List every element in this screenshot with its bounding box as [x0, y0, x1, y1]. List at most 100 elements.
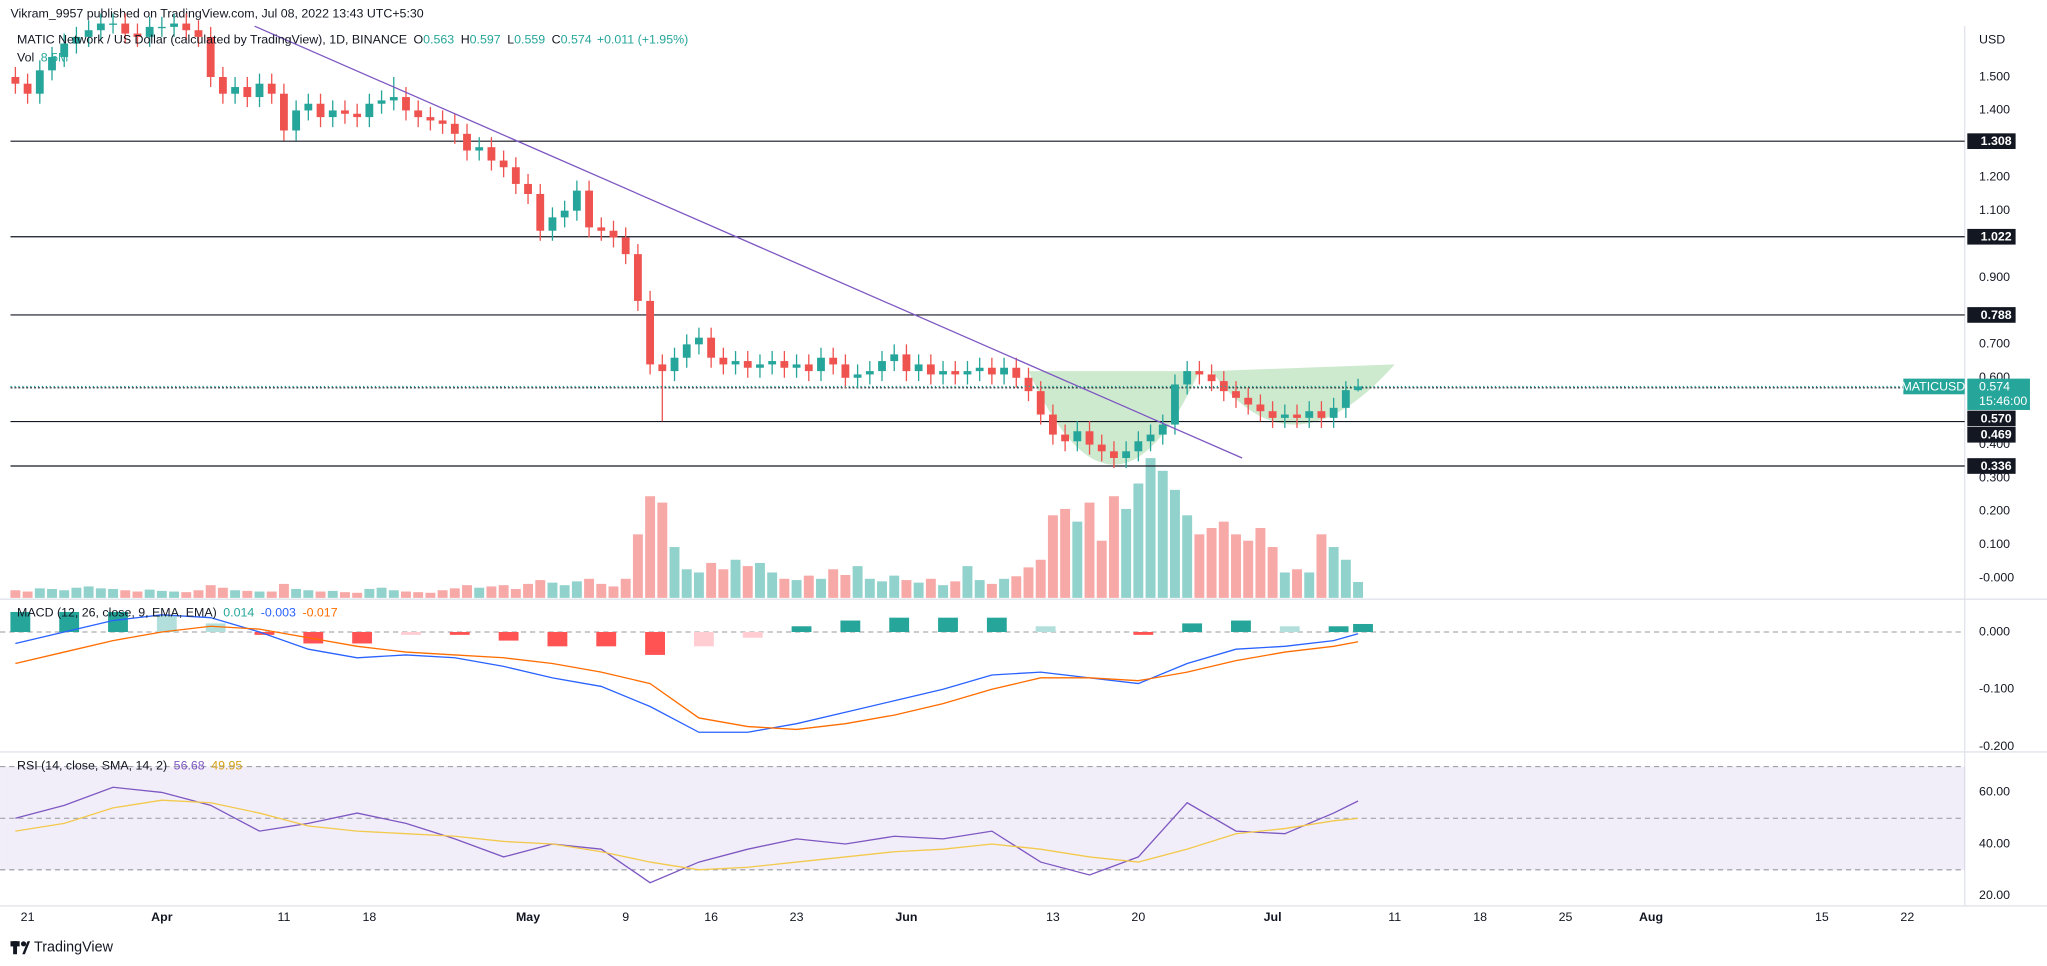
- volume-legend-item: 8.5M: [41, 51, 69, 65]
- level-label-box: [1967, 458, 2016, 474]
- candle-body: [926, 364, 935, 375]
- volume-bar: [986, 583, 997, 598]
- candle-body: [939, 371, 947, 375]
- volume-bar: [120, 590, 131, 598]
- candle-body: [560, 210, 569, 218]
- volume-bar: [877, 581, 887, 598]
- candle-body: [328, 110, 337, 118]
- level-label-box: [1967, 307, 2016, 323]
- volume-bar: [437, 590, 448, 598]
- price-legend-item: +0.011 (+1.95%): [597, 33, 688, 47]
- candle-body: [780, 361, 789, 368]
- macd-histogram-bar: [108, 611, 128, 633]
- rsi-legend-item: 56.68: [174, 759, 205, 773]
- candle-body: [48, 56, 56, 71]
- volume-bar: [669, 547, 680, 598]
- volume-bar: [59, 590, 70, 598]
- candle-body: [511, 167, 520, 184]
- volume-bar: [718, 569, 729, 598]
- price-legend-item: L: [507, 33, 514, 47]
- macd-legend-item: -0.003: [261, 606, 296, 620]
- candle-body: [621, 237, 630, 255]
- candle-body: [1280, 414, 1289, 418]
- candle-body: [353, 113, 362, 118]
- candle-body: [133, 33, 142, 37]
- volume-bar: [925, 578, 936, 598]
- countdown: 15:46:00: [1979, 394, 2027, 408]
- volume-bar: [217, 587, 228, 598]
- y-tick-label: 1.500: [1979, 69, 2010, 83]
- macd-histogram-bar: [59, 611, 80, 633]
- volume-bar: [999, 578, 1010, 598]
- macd-histogram-bar: [547, 632, 568, 647]
- candle-body: [450, 123, 459, 134]
- volume-bar: [1084, 502, 1095, 598]
- volume-bar: [315, 591, 326, 598]
- volume-bar: [1182, 515, 1193, 598]
- volume-bar: [1072, 521, 1083, 598]
- candle-body: [1085, 431, 1094, 445]
- candle-body: [646, 300, 655, 365]
- volume-legend: Vol 8.5M: [17, 51, 68, 65]
- macd-tick-label: 0.000: [1979, 624, 2010, 638]
- volume-bar: [1157, 470, 1168, 598]
- volume-bar: [1231, 534, 1241, 598]
- volume-bar: [352, 592, 363, 598]
- logo: [10, 941, 31, 955]
- level-label-box: [1967, 228, 2016, 245]
- macd-histogram-bar: [840, 620, 861, 633]
- rsi-tick-label: 20.00: [1979, 888, 2010, 902]
- macd-histogram-bar: [498, 632, 519, 641]
- candle-body: [475, 147, 484, 151]
- macd-histogram-bar: [938, 617, 958, 633]
- macd-histogram-bar: [1328, 626, 1349, 633]
- volume-bar: [1194, 534, 1205, 598]
- candle-body: [243, 87, 252, 98]
- volume-bar: [962, 566, 973, 598]
- macd-histogram-bar: [1231, 620, 1251, 633]
- candle-body: [426, 117, 435, 121]
- price-legend-item: H: [461, 33, 470, 47]
- volume-bar: [693, 572, 704, 598]
- candle-body: [402, 97, 410, 111]
- volume-bar: [913, 582, 924, 598]
- volume-bar: [278, 583, 289, 598]
- y-tick-label: 0.100: [1979, 537, 2010, 551]
- volume-bar: [449, 588, 460, 598]
- rsi-legend: RSI (14, close, SMA, 14, 2) 56.68 49.95: [17, 759, 242, 773]
- candle-body: [1000, 367, 1008, 375]
- y-tick-label: 1.200: [1979, 170, 2010, 184]
- volume-bar: [584, 578, 595, 598]
- candle-body: [853, 374, 862, 378]
- volume-bar: [462, 585, 472, 598]
- candle-body: [572, 190, 581, 211]
- candle-body: [72, 36, 81, 44]
- candle-body: [60, 43, 69, 57]
- level-label: 0.788: [1981, 308, 2012, 322]
- volume-bar: [193, 590, 204, 598]
- price-legend: MATIC Network / US Dollar (calculated by…: [17, 33, 688, 47]
- candle-body: [1036, 391, 1045, 415]
- x-tick-label: 16: [704, 910, 718, 924]
- macd-histogram-bar: [986, 617, 1007, 633]
- volume-bar: [1316, 534, 1327, 598]
- candle-body: [1305, 411, 1314, 418]
- volume-bar: [901, 580, 912, 598]
- candle-body: [109, 23, 117, 25]
- macd-histogram-bar: [1133, 632, 1154, 635]
- volume-bar: [608, 586, 619, 598]
- volume-bar: [571, 581, 582, 598]
- candle-body: [951, 371, 960, 375]
- volume-bar: [523, 583, 534, 598]
- macd-line: [15, 614, 1359, 733]
- candle-body: [902, 354, 911, 372]
- price-tag: 0.574: [1979, 379, 2010, 393]
- cup-pattern: [1028, 371, 1200, 465]
- volume-bar: [10, 590, 21, 598]
- x-tick-label: 11: [277, 910, 290, 924]
- macd-histogram-bar: [742, 632, 763, 638]
- candle-body: [817, 357, 825, 372]
- trendline: [254, 25, 1243, 459]
- candle-body: [1256, 404, 1265, 412]
- candle-body: [267, 83, 276, 94]
